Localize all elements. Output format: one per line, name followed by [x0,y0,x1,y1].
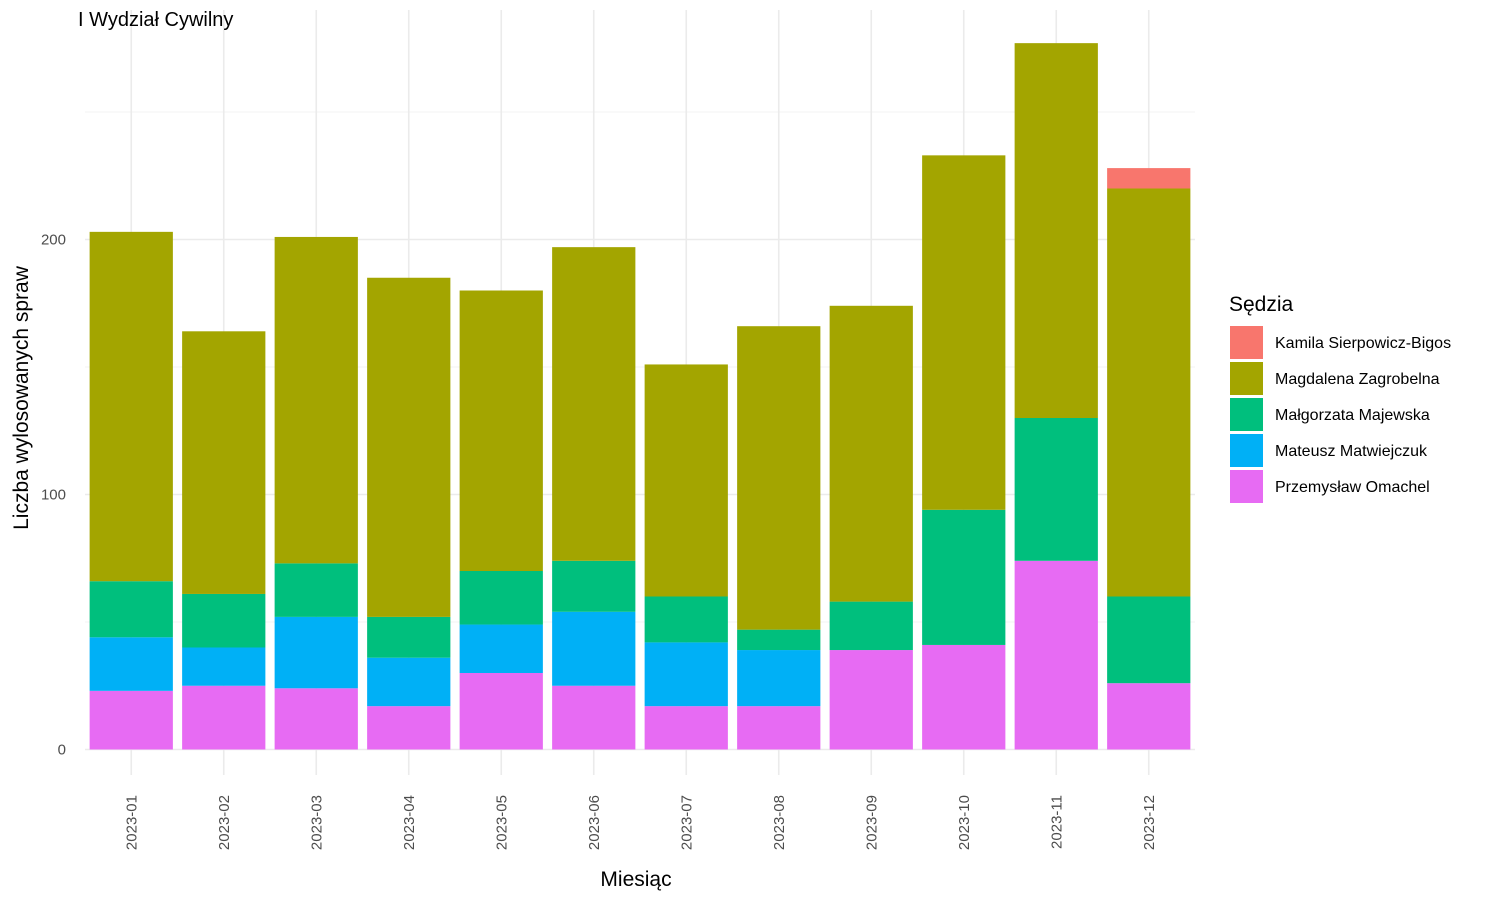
legend-label: Kamila Sierpowicz-Bigos [1275,335,1451,352]
bar-segment [644,706,728,750]
bar-segment [459,673,543,750]
x-axis-ticks: 2023-01 2023-02 2023-03 2023-04 2023-05 2023-… [123,795,1158,850]
bar-segment [459,624,543,673]
bar-segment [182,685,266,750]
bar-segment [89,637,173,691]
bar-segment [89,231,173,582]
bar-segment [367,616,451,658]
legend-label: Małgorzata Majewska [1275,407,1430,424]
bar-segment [1014,560,1098,750]
bars [89,43,1191,750]
legend-swatch [1230,398,1263,431]
bar-segment [552,611,636,686]
bar-segment [829,650,913,750]
bar-segment [644,364,728,597]
bar-segment [737,650,821,707]
x-tick-label: 2023-10 [956,795,973,850]
bar-segment [829,601,913,651]
bar-segment [1107,188,1191,597]
bar-segment [552,685,636,750]
bar-segment [644,596,728,643]
x-tick-label: 2023-08 [771,795,788,850]
bar-segment [737,706,821,750]
x-tick-label: 2023-03 [308,795,325,850]
x-tick-label: 2023-05 [493,795,510,850]
bar-segment [459,290,543,571]
bar-segment [182,331,266,594]
y-axis-ticks: 0 100 200 [41,232,66,759]
legend: Sędzia Kamila Sierpowicz-Bigos Magdalena … [1229,293,1451,503]
legend-label: Przemysław Omachel [1275,479,1430,496]
bar-segment [1107,168,1191,189]
legend-swatch [1230,326,1263,359]
chart-title: I Wydział Cywilny [78,9,233,31]
x-tick-label: 2023-04 [401,795,418,850]
bar-segment [182,647,266,686]
bar-segment [274,616,358,689]
legend-swatch [1230,470,1263,503]
bar-segment [644,642,728,707]
legend-swatch [1230,434,1263,467]
bar-segment [367,706,451,750]
legend-swatch [1230,362,1263,395]
bar-segment [274,688,358,750]
legend-label: Magdalena Zagrobelna [1275,371,1440,388]
bar-segment [552,247,636,561]
bar-segment [274,563,358,617]
bar-segment [922,509,1006,645]
bar-segment [89,581,173,638]
y-tick-label: 200 [41,232,66,249]
bar-segment [459,571,543,625]
y-tick-label: 0 [58,742,66,759]
bar-segment [1107,683,1191,750]
bar-segment [829,305,913,602]
bar-segment [274,236,358,564]
y-tick-label: 100 [41,487,66,504]
legend-label: Mateusz Matwiejczuk [1275,443,1428,460]
bar-segment [737,326,821,630]
x-tick-label: 2023-02 [216,795,233,850]
bar-segment [922,155,1006,510]
x-tick-label: 2023-01 [123,795,140,850]
bar-segment [1014,418,1098,561]
bar-segment [367,277,451,617]
legend-title: Sędzia [1229,293,1294,316]
x-tick-label: 2023-06 [586,795,603,850]
x-tick-label: 2023-11 [1048,795,1065,849]
y-axis-title: Liczba wylosowanych spraw [10,265,33,530]
x-tick-label: 2023-09 [863,795,880,850]
bar-segment [552,560,636,612]
bar-segment [737,629,821,651]
bar-segment [182,593,266,648]
bar-segment [1014,43,1098,419]
x-tick-label: 2023-07 [678,795,695,850]
bar-segment [367,657,451,707]
bar-segment [89,690,173,750]
bar-segment [1107,596,1191,684]
x-tick-label: 2023-12 [1141,795,1158,850]
bar-segment [922,644,1006,750]
x-axis-title: Miesiąc [600,868,671,891]
